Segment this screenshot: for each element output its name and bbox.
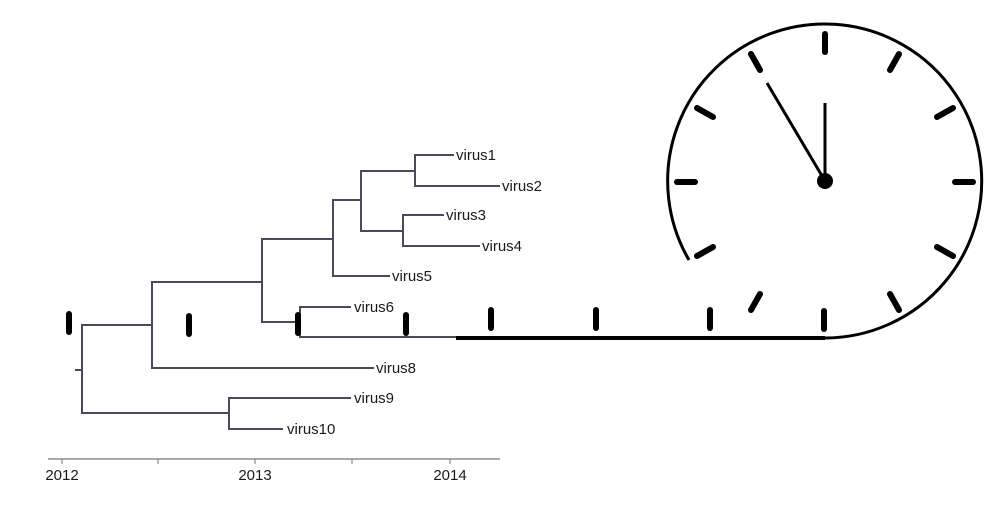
tip-label-virus2: virus2: [502, 178, 542, 195]
clock-hour-marks: [674, 31, 976, 313]
tip-label-virus10: virus10: [287, 421, 335, 438]
tip-label-virus9: virus9: [354, 390, 394, 407]
hour-mark-11: [748, 51, 763, 73]
hour-mark-4: [934, 244, 956, 259]
phylogenetic-tree: [75, 154, 500, 430]
axis-label-2012: 2012: [45, 467, 78, 484]
tip-label-virus1: virus1: [456, 147, 496, 164]
hour-mark-2: [934, 105, 956, 120]
tip-label-virus8: virus8: [376, 360, 416, 377]
axis-label-2014: 2014: [433, 467, 466, 484]
clock-timeline: [66, 307, 827, 340]
clock-icon: [666, 22, 984, 340]
hour-mark-5: [887, 291, 902, 313]
hour-mark-10: [694, 105, 716, 120]
hour-mark-7: [748, 291, 763, 313]
tip-label-virus5: virus5: [392, 268, 432, 285]
tip-label-virus4: virus4: [482, 238, 522, 255]
clock-face-arc: [666, 22, 984, 340]
tip-label-virus6: virus6: [354, 299, 394, 316]
hour-mark-8: [694, 244, 716, 259]
time-axis: 2012 2013 2014: [45, 458, 500, 484]
tip-label-virus3: virus3: [446, 207, 486, 224]
clock-minute-hand: [765, 82, 827, 182]
hour-mark-1: [887, 51, 902, 73]
tip-labels: virus1 virus2 virus3 virus4 virus5 virus…: [287, 147, 542, 438]
axis-label-2013: 2013: [238, 467, 271, 484]
clock-center-pin: [817, 173, 833, 189]
